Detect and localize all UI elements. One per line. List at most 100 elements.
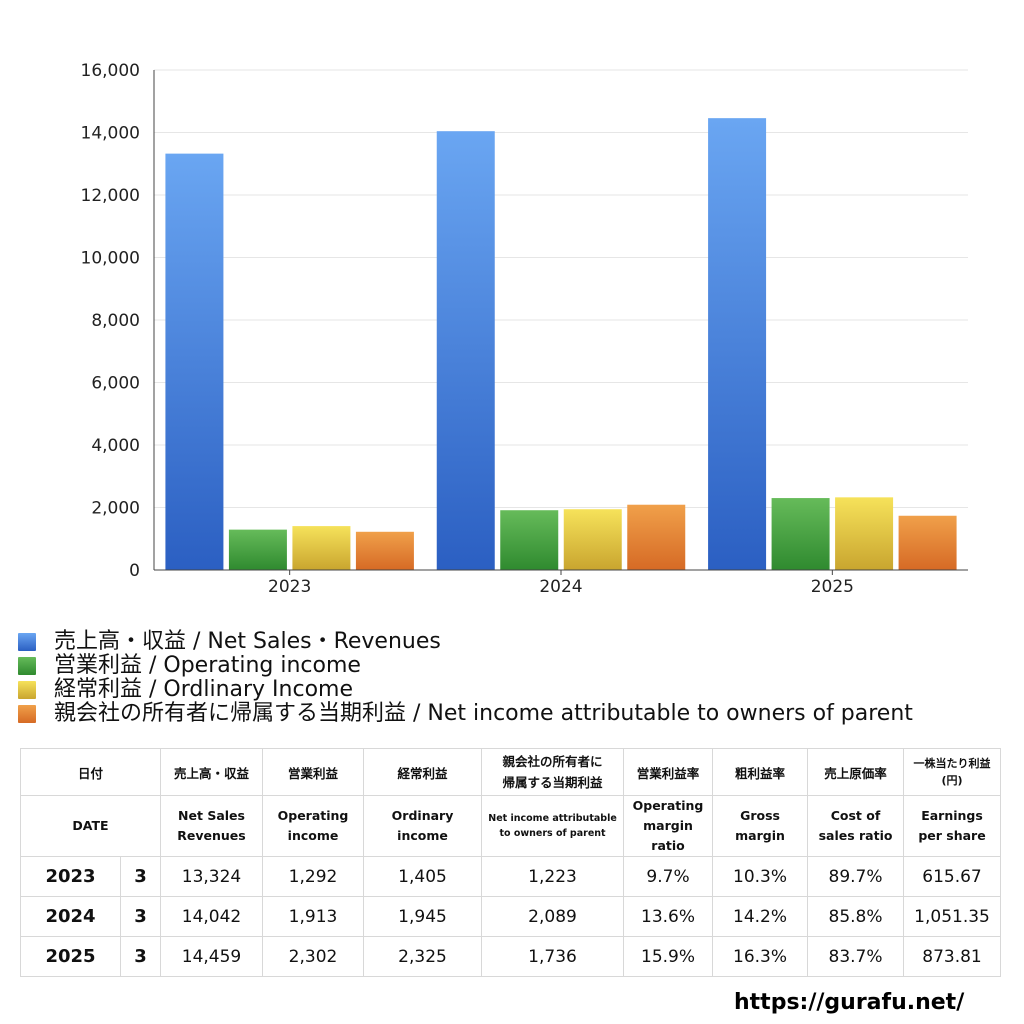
- header-ord-income-en: Ordinary income: [363, 795, 483, 857]
- bar-2023-series-3: [355, 531, 414, 570]
- header-op-income-jp: 営業利益: [262, 748, 365, 796]
- header-net-income-en: Net income attributable to owners of par…: [481, 795, 625, 857]
- header-net-income-jp-line2: 帰属する当期利益: [502, 775, 603, 790]
- table-row: 2023 3 13,324 1,292 1,405 1,223 9.7% 10.…: [20, 856, 1002, 897]
- header-cost-ratio-jp: 売上原価率: [807, 748, 905, 796]
- cell-gross-margin: 16.3%: [712, 936, 809, 977]
- table-row: 2025 3 14,459 2,302 2,325 1,736 15.9% 16…: [20, 936, 1002, 977]
- header-eps-en-line2: per share: [918, 828, 986, 843]
- cell-net-income: 2,089: [481, 896, 625, 937]
- bar-2023-series-2: [292, 526, 351, 570]
- y-tick-label: 14,000: [81, 124, 140, 144]
- header-ord-income-en-line1: Ordinary: [391, 808, 454, 823]
- bar-2023-series-1: [228, 529, 287, 570]
- header-net-income-en-line2: to owners of parent: [499, 828, 606, 839]
- header-sales-en: Net Sales Revenues: [160, 795, 264, 857]
- chart-legend: 売上高・収益 / Net Sales・Revenues 営業利益 / Opera…: [18, 630, 913, 726]
- header-op-income-en-line2: income: [287, 828, 339, 843]
- legend-swatch: [18, 705, 36, 723]
- bar-2024-series-2: [563, 509, 622, 570]
- cell-net-income: 1,736: [481, 936, 625, 977]
- header-gross-margin-jp: 粗利益率: [712, 748, 809, 796]
- cell-op-income: 2,302: [262, 936, 365, 977]
- header-date-en: DATE: [19, 795, 162, 857]
- legend-item-net-income: 親会社の所有者に帰属する当期利益 / Net income attributab…: [18, 702, 913, 726]
- header-sales-en-line1: Net Sales: [178, 808, 245, 823]
- header-op-income-en: Operating income: [262, 795, 365, 857]
- header-row-en: DATE Net Sales Revenues Operating income…: [19, 795, 1002, 857]
- header-eps-en: Earnings per share: [903, 795, 1002, 857]
- cell-ord-income: 1,405: [363, 856, 483, 897]
- bar-2025-series-3: [898, 515, 957, 570]
- x-tick-label: 2025: [811, 577, 854, 597]
- cell-ord-income: 1,945: [363, 896, 483, 937]
- bar-2024-series-3: [627, 504, 686, 570]
- y-tick-label: 2,000: [91, 499, 140, 519]
- legend-item-operating-income: 営業利益 / Operating income: [18, 654, 913, 678]
- header-op-margin-jp: 営業利益率: [623, 748, 714, 796]
- x-tick-label: 2023: [268, 577, 311, 597]
- header-eps-en-line1: Earnings: [921, 808, 983, 823]
- header-gross-margin-en: Gross margin: [712, 795, 809, 857]
- cell-op-margin: 15.9%: [623, 936, 714, 977]
- header-net-income-jp-line1: 親会社の所有者に: [502, 754, 603, 769]
- cell-cost-ratio: 89.7%: [807, 856, 905, 897]
- y-tick-label: 10,000: [81, 249, 140, 269]
- cell-sales: 14,459: [160, 936, 264, 977]
- header-op-margin-en-line1: Operating: [632, 798, 704, 813]
- header-eps-jp-line1: 一株当たり利益: [913, 757, 991, 770]
- cell-sales: 13,324: [160, 856, 264, 897]
- y-tick-label: 12,000: [81, 186, 140, 206]
- cell-sales: 14,042: [160, 896, 264, 937]
- legend-label: 経常利益 / Ordlinary Income: [54, 677, 353, 702]
- header-cost-ratio-en-line1: Cost of: [830, 808, 881, 823]
- header-ord-income-jp: 経常利益: [363, 748, 483, 796]
- header-op-income-en-line1: Operating: [277, 808, 349, 823]
- cell-ord-income: 2,325: [363, 936, 483, 977]
- cell-cost-ratio: 83.7%: [807, 936, 905, 977]
- legend-item-net-sales: 売上高・収益 / Net Sales・Revenues: [18, 630, 913, 654]
- legend-label: 営業利益 / Operating income: [54, 653, 361, 678]
- header-net-income-jp: 親会社の所有者に 帰属する当期利益: [481, 748, 625, 796]
- legend-item-ordinary-income: 経常利益 / Ordlinary Income: [18, 678, 913, 702]
- header-date-jp: 日付: [19, 748, 162, 796]
- cell-op-margin: 13.6%: [623, 896, 714, 937]
- bar-chart: 0 2,000 4,000 6,000 8,000 10,000 12,000 14,000 1…: [81, 61, 968, 597]
- cell-month: 3: [119, 856, 162, 897]
- header-cost-ratio-en-line2: sales ratio: [818, 828, 893, 843]
- legend-label: 親会社の所有者に帰属する当期利益 / Net income attributab…: [54, 701, 913, 726]
- table-row: 2024 3 14,042 1,913 1,945 2,089 13.6% 14…: [20, 896, 1002, 937]
- cell-gross-margin: 10.3%: [712, 856, 809, 897]
- legend-swatch: [18, 633, 36, 651]
- cell-gross-margin: 14.2%: [712, 896, 809, 937]
- header-sales-en-line2: Revenues: [177, 828, 246, 843]
- cell-year: 2024: [20, 896, 121, 937]
- bar-2024-series-0: [436, 131, 495, 570]
- bar-2025-series-1: [771, 498, 830, 570]
- cell-cost-ratio: 85.8%: [807, 896, 905, 937]
- header-row-jp: 日付 売上高・収益 営業利益 経常利益 親会社の所有者に 帰属する当期利益 営業…: [19, 748, 1002, 796]
- cell-eps: 615.67: [903, 856, 1002, 897]
- cell-year: 2023: [20, 856, 121, 897]
- cell-eps: 873.81: [903, 936, 1002, 977]
- y-tick-label: 8,000: [91, 311, 140, 331]
- cell-op-income: 1,292: [262, 856, 365, 897]
- bar-2025-series-0: [708, 118, 767, 570]
- header-gross-margin-en-line1: Gross: [740, 808, 780, 823]
- x-tick-label: 2024: [539, 577, 582, 597]
- cell-net-income: 1,223: [481, 856, 625, 897]
- y-tick-label: 6,000: [91, 374, 140, 394]
- header-gross-margin-en-line2: margin: [735, 828, 785, 843]
- header-cost-ratio-en: Cost of sales ratio: [807, 795, 905, 857]
- bar-2023-series-0: [165, 153, 224, 570]
- bar-2025-series-2: [835, 497, 894, 570]
- legend-swatch: [18, 657, 36, 675]
- cell-op-income: 1,913: [262, 896, 365, 937]
- financial-table: 日付 売上高・収益 営業利益 経常利益 親会社の所有者に 帰属する当期利益 営業…: [19, 748, 1002, 977]
- cell-eps: 1,051.35: [903, 896, 1002, 937]
- y-tick-label: 4,000: [91, 436, 140, 456]
- cell-month: 3: [119, 896, 162, 937]
- watermark-link[interactable]: https://gurafu.net/: [734, 990, 965, 1015]
- y-tick-label: 0: [129, 561, 140, 581]
- header-eps-jp-line2: (円): [941, 774, 963, 787]
